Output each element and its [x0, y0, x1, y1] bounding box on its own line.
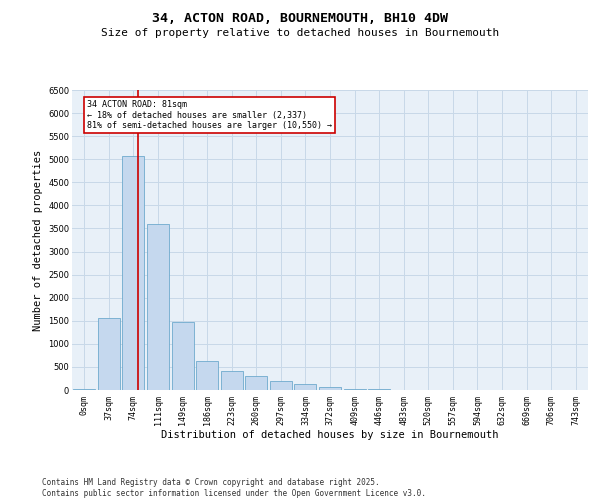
- Bar: [73, 388, 95, 390]
- Bar: [221, 371, 243, 390]
- Bar: [172, 322, 194, 390]
- Bar: [122, 156, 145, 390]
- Bar: [196, 362, 218, 390]
- Bar: [319, 388, 341, 390]
- Bar: [98, 318, 120, 390]
- Y-axis label: Number of detached properties: Number of detached properties: [32, 150, 43, 330]
- Text: 34, ACTON ROAD, BOURNEMOUTH, BH10 4DW: 34, ACTON ROAD, BOURNEMOUTH, BH10 4DW: [152, 12, 448, 26]
- Bar: [270, 381, 292, 390]
- Text: 34 ACTON ROAD: 81sqm
← 18% of detached houses are smaller (2,337)
81% of semi-de: 34 ACTON ROAD: 81sqm ← 18% of detached h…: [87, 100, 332, 130]
- Bar: [245, 376, 268, 390]
- X-axis label: Distribution of detached houses by size in Bournemouth: Distribution of detached houses by size …: [161, 430, 499, 440]
- Bar: [295, 384, 316, 390]
- Bar: [344, 388, 365, 390]
- Text: Contains HM Land Registry data © Crown copyright and database right 2025.
Contai: Contains HM Land Registry data © Crown c…: [42, 478, 426, 498]
- Bar: [147, 224, 169, 390]
- Text: Size of property relative to detached houses in Bournemouth: Size of property relative to detached ho…: [101, 28, 499, 38]
